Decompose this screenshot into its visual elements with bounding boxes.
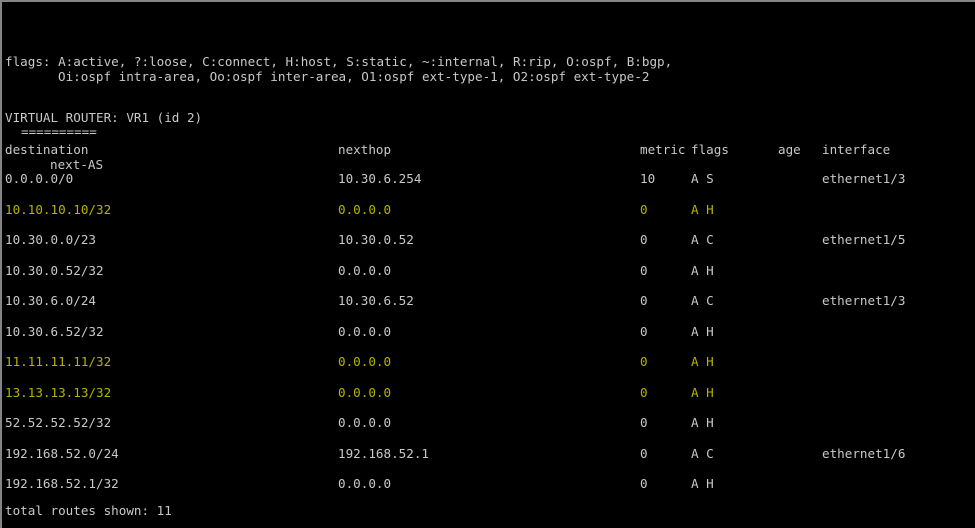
route-nexthop: 0.0.0.0 [338, 201, 392, 217]
route-metric: 0 [640, 262, 648, 278]
route-destination: 52.52.52.52/32 [5, 415, 112, 430]
flags-legend-line2: Oi:ospf intra-area, Oo:ospf inter-area, … [58, 69, 650, 84]
route-flags: A H [691, 354, 714, 369]
route-metric: 0 [640, 415, 648, 430]
flags-legend-line1: flags: A:active, ?:loose, C:connect, H:h… [5, 54, 673, 69]
col-header-interface: interface [822, 142, 891, 157]
col-header-flags: flags [691, 142, 729, 157]
route-nexthop: 0.0.0.0 [338, 476, 392, 491]
route-metric: 0 [640, 232, 648, 247]
route-interface: ethernet1/3 [822, 171, 906, 186]
route-nexthop: 0.0.0.0 [338, 354, 392, 369]
route-row: 10.30.6.52/32 0.0.0.0 0 A H [2, 324, 975, 355]
route-flags: A H [691, 262, 714, 278]
route-nexthop: 192.168.52.1 [338, 445, 429, 461]
route-table-header-row: destination nexthop metric flags age int… [2, 142, 975, 157]
route-row: 192.168.52.1/32 0.0.0.0 0 A H [2, 476, 975, 507]
route-flags: A S [691, 171, 714, 186]
route-flags: A C [691, 232, 714, 247]
route-nexthop: 10.30.6.254 [338, 171, 422, 186]
route-flags: A H [691, 323, 714, 339]
route-flags: A H [691, 201, 714, 217]
virtual-router-heading: VIRTUAL ROUTER: VR1 (id 2) [5, 110, 203, 125]
route-destination: 10.30.0.52/32 [5, 262, 104, 278]
route-destination: 10.30.6.52/32 [5, 323, 104, 339]
col-header-metric: metric [640, 142, 686, 157]
route-destination: 10.30.6.0/24 [5, 293, 96, 308]
route-flags: A H [691, 384, 714, 400]
route-metric: 10 [640, 171, 656, 186]
route-interface: ethernet1/5 [822, 232, 906, 247]
route-metric: 0 [640, 445, 648, 461]
route-metric: 0 [640, 293, 648, 308]
route-nexthop: 0.0.0.0 [338, 415, 392, 430]
total-routes-line: total routes shown: 11 [5, 503, 172, 518]
route-row: 52.52.52.52/32 0.0.0.0 0 A H [2, 415, 975, 446]
route-destination: 10.30.0.0/23 [5, 232, 96, 247]
route-flags: A H [691, 415, 714, 430]
route-row: 10.30.6.0/24 10.30.6.52 0 A C ethernet1/3 [2, 293, 975, 324]
route-row: 0.0.0.0/0 10.30.6.254 10 A S ethernet1/3 [2, 171, 975, 202]
route-row: 192.168.52.0/24 192.168.52.1 0 A C ethernet1… [2, 446, 975, 477]
col-header-destination: destination [5, 142, 89, 157]
route-metric: 0 [640, 354, 648, 369]
route-destination: 0.0.0.0/0 [5, 171, 74, 186]
route-destination: 10.10.10.10/32 [5, 201, 112, 217]
col-header-next-as: next-AS [50, 157, 104, 172]
route-flags: A H [691, 476, 714, 491]
route-nexthop: 0.0.0.0 [338, 323, 392, 339]
route-nexthop: 0.0.0.0 [338, 384, 392, 400]
route-destination: 192.168.52.1/32 [5, 476, 119, 491]
virtual-router-divider: ========== [21, 124, 97, 139]
route-nexthop: 10.30.6.52 [338, 293, 414, 308]
col-header-age: age [778, 142, 801, 157]
col-header-nexthop: nexthop [338, 142, 392, 157]
route-interface: ethernet1/3 [822, 293, 906, 308]
route-metric: 0 [640, 384, 648, 400]
route-flags: A C [691, 293, 714, 308]
route-nexthop: 10.30.0.52 [338, 232, 414, 247]
route-metric: 0 [640, 201, 648, 217]
route-row: 11.11.11.11/32 0.0.0.0 0 A H [2, 354, 975, 385]
route-table-body: 0.0.0.0/0 10.30.6.254 10 A S ethernet1/3 10.1… [2, 171, 975, 507]
route-row: 10.30.0.52/32 0.0.0.0 0 A H [2, 263, 975, 294]
route-destination: 13.13.13.13/32 [5, 384, 112, 400]
route-nexthop: 0.0.0.0 [338, 262, 392, 278]
route-row: 10.30.0.0/23 10.30.0.52 0 A C ethernet1/5 [2, 232, 975, 263]
route-destination: 11.11.11.11/32 [5, 354, 112, 369]
route-flags: A C [691, 445, 714, 461]
route-metric: 0 [640, 476, 648, 491]
route-row: 13.13.13.13/32 0.0.0.0 0 A H [2, 385, 975, 416]
route-metric: 0 [640, 323, 648, 339]
route-row: 10.10.10.10/32 0.0.0.0 0 A H [2, 202, 975, 233]
route-destination: 192.168.52.0/24 [5, 445, 119, 461]
route-interface: ethernet1/6 [822, 445, 906, 461]
